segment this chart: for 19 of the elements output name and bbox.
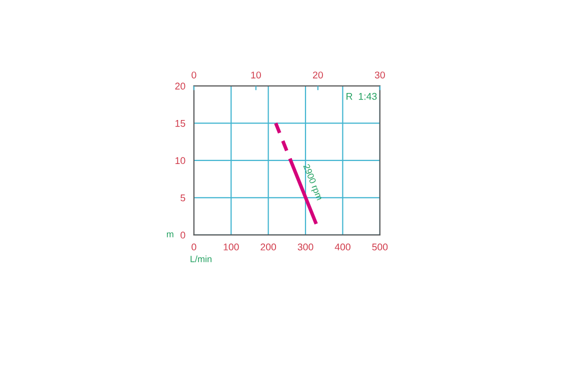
y-tick-label: 10 [176, 157, 186, 164]
x2-tick-label: 10 [251, 72, 261, 78]
y-tick-label: 5 [180, 194, 186, 202]
x-tick-label: 100 [224, 244, 239, 250]
y-tick-label: 15 [176, 120, 186, 127]
y-tick-label: 0 [180, 232, 186, 239]
text: 2900 rpm [302, 164, 323, 202]
x-tick-label: 0 [192, 244, 196, 250]
x2-tick-label: 0 [192, 72, 196, 78]
x-tick-label: 300 [298, 244, 314, 250]
x2-tick-label: 30 [374, 72, 385, 78]
x2-tick-label: 20 [312, 72, 323, 78]
y-tick-label: 20 [175, 82, 186, 90]
annotation: R 1:43 [346, 92, 377, 100]
x-tick-label: 200 [260, 244, 276, 250]
x-axis-title: L/min [190, 256, 212, 262]
x-tick-label: 500 [372, 244, 388, 250]
x-tick-label: 400 [334, 244, 350, 250]
y-axis-title: m [166, 232, 174, 238]
